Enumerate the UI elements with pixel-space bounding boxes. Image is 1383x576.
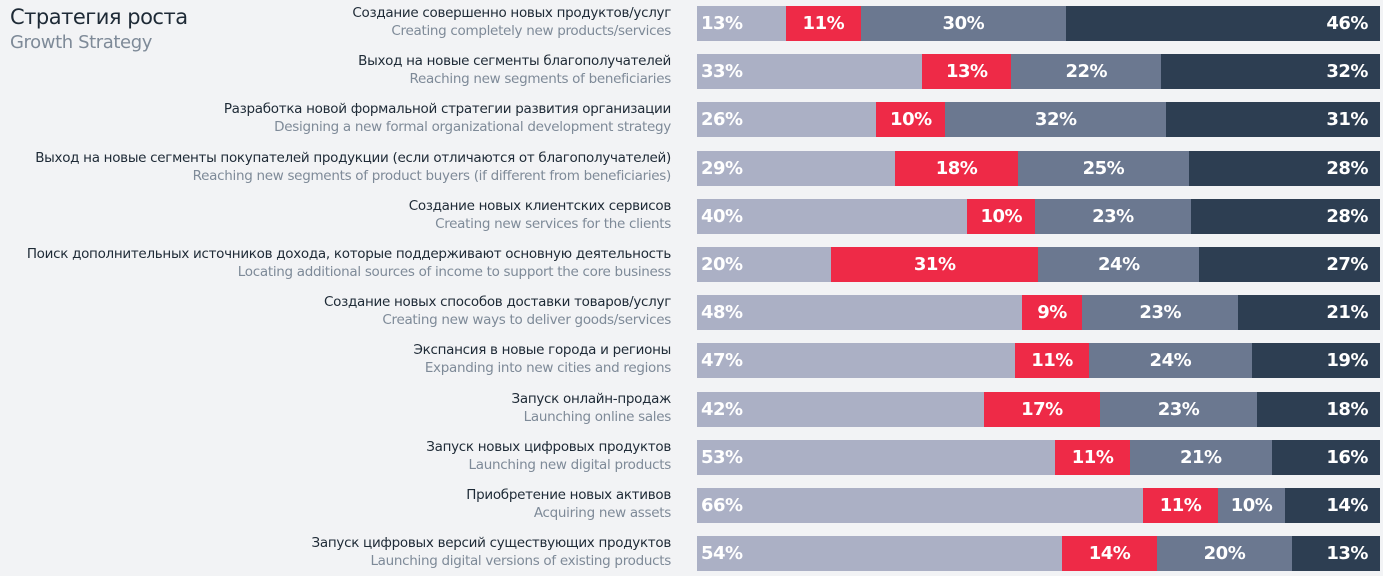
bar-segment: 40% [697,198,968,234]
category-label-en: Launching online sales [523,408,672,425]
bar-segment: 33% [697,54,923,90]
bar-segment: 26% [697,102,877,138]
bar-row: Поиск дополнительных источников дохода, … [0,246,1383,283]
category-label-ru: Запуск новых цифровых продуктов [426,438,671,455]
stacked-bar: 33% 13% 22% 32% [697,54,1380,90]
bar-row: Приобретение новых активов Acquiring new … [0,487,1383,524]
bar-segment: 28% [1190,198,1380,234]
bar-row: Запуск цифровых версий существующих прод… [0,535,1383,572]
category-label-ru: Выход на новые сегменты покупателей прод… [35,149,671,166]
bar-segment: 11% [1055,439,1130,475]
bar-segment: 11% [785,6,861,41]
bar-row: Создание новых клиентских сервисов Creati… [0,197,1383,235]
bar-segment: 20% [1156,536,1293,572]
chart-title: Стратегия роста [10,5,188,29]
category-label-en: Designing a new formal organizational de… [274,119,671,136]
category-label-ru: Создание совершенно новых продуктов/услу… [352,5,671,21]
category-label-ru: Экспансия в новые города и регионы [413,342,671,359]
bar-row: Выход на новые сегменты покупателей прод… [0,149,1383,187]
bar-segment: 53% [697,439,1056,475]
bar-segment: 10% [967,198,1036,234]
category-label-en: Acquiring new assets [533,505,671,521]
bar-segment: 25% [1018,150,1189,186]
bar-segment: 48% [697,295,1022,331]
category-label-ru: Создание новых способов доставки товаров… [323,294,671,311]
bar-row: Запуск онлайн-продаж Launching online sal… [0,390,1383,428]
bar-row: Выход на новые сегменты благополучателей… [0,53,1383,90]
stacked-bar: 53% 11% 21% 16% [697,439,1380,475]
bar-row: Создание новых способов доставки товаров… [0,294,1383,331]
bar-segment: 14% [1062,536,1157,572]
bar-segment: 23% [1035,198,1191,234]
bar-segment: 11% [1143,488,1218,523]
bar-segment: 16% [1271,439,1380,475]
stacked-bar: 47% 11% 24% 19% [697,343,1380,379]
bar-segment: 23% [1082,295,1238,331]
category-label-en: Expanding into new cities and regions [424,360,671,377]
bar-segment: 17% [983,391,1100,427]
bar-segment: 18% [1257,391,1380,427]
bar-segment: 23% [1099,391,1258,427]
category-label-en: Reaching new segments of product buyers … [192,167,672,184]
stacked-bar: 26% 10% 32% 31% [697,102,1380,138]
bar-segment: 42% [697,391,984,427]
bar-segment: 21% [1129,439,1272,475]
bar-segment: 24% [1089,343,1252,379]
bar-row: Запуск новых цифровых продуктов Launching… [0,438,1383,476]
category-label-ru: Поиск дополнительных источников дохода, … [26,246,671,262]
bar-segment: 19% [1251,343,1380,379]
bar-segment: 14% [1285,488,1380,523]
bar-segment: 30% [860,6,1066,41]
stacked-bar: 42% 17% 23% 18% [697,391,1380,427]
bar-segment: 11% [1014,343,1090,379]
chart-subtitle: Growth Strategy [10,32,152,53]
bar-segment: 24% [1038,247,1200,282]
stacked-bar: 29% 18% 25% 28% [697,150,1380,186]
category-label-en: Creating new services for the clients [435,215,671,232]
bar-row: Создание совершенно новых продуктов/услу… [0,5,1383,42]
bar-segment: 47% [697,343,1015,379]
bar-row: Разработка новой формальной стратегии ра… [0,101,1383,138]
bar-segment: 20% [697,247,831,282]
category-label-ru: Приобретение новых активов [466,487,671,503]
stacked-bar: 66% 11% 10% 14% [697,488,1380,523]
bar-segment: 66% [697,488,1144,523]
bar-segment: 31% [1166,102,1380,138]
bar-segment: 32% [945,102,1167,138]
category-label-en: Creating new ways to deliver goods/servi… [382,312,671,329]
category-label-ru: Создание новых клиентских сервисов [408,197,672,214]
bar-segment: 46% [1065,6,1380,41]
stacked-bar: 40% 10% 23% 28% [697,198,1380,234]
bar-segment: 10% [1217,488,1286,523]
category-label-ru: Выход на новые сегменты благополучателей [358,53,671,70]
bar-segment: 32% [1161,54,1380,90]
bar-segment: 10% [876,102,946,138]
bar-segment: 13% [697,6,786,41]
category-label-en: Launching new digital products [468,456,672,473]
bar-segment: 21% [1237,295,1380,331]
stacked-bar: 48% 9% 23% 21% [697,295,1380,331]
bar-segment: 29% [697,150,896,186]
category-label-en: Reaching new segments of beneficiaries [409,71,672,88]
stacked-bar: 13% 11% 30% 46% [697,6,1380,41]
bar-segment: 18% [895,150,1018,186]
bar-segment: 9% [1021,295,1083,331]
category-label-ru: Запуск онлайн-продаж [511,390,672,407]
bar-segment: 13% [1292,536,1380,572]
stacked-bar: 54% 14% 20% 13% [697,536,1380,572]
bar-segment: 27% [1199,247,1380,282]
bar-row: Экспансия в новые города и регионы Expand… [0,342,1383,379]
bar-segment: 13% [922,54,1012,90]
category-label-en: Launching digital versions of existing p… [370,553,671,570]
bar-segment: 28% [1188,150,1380,186]
category-label-ru: Запуск цифровых версий существующих прод… [311,535,672,552]
bar-segment: 54% [697,536,1063,572]
bar-segment: 22% [1011,54,1162,90]
category-label-en: Creating completely new products/service… [391,23,671,39]
stacked-bar: 20% 31% 24% 27% [697,247,1380,282]
category-label-ru: Разработка новой формальной стратегии ра… [223,101,671,118]
category-label-en: Locating additional sources of income to… [237,264,672,280]
bar-segment: 31% [830,247,1039,282]
